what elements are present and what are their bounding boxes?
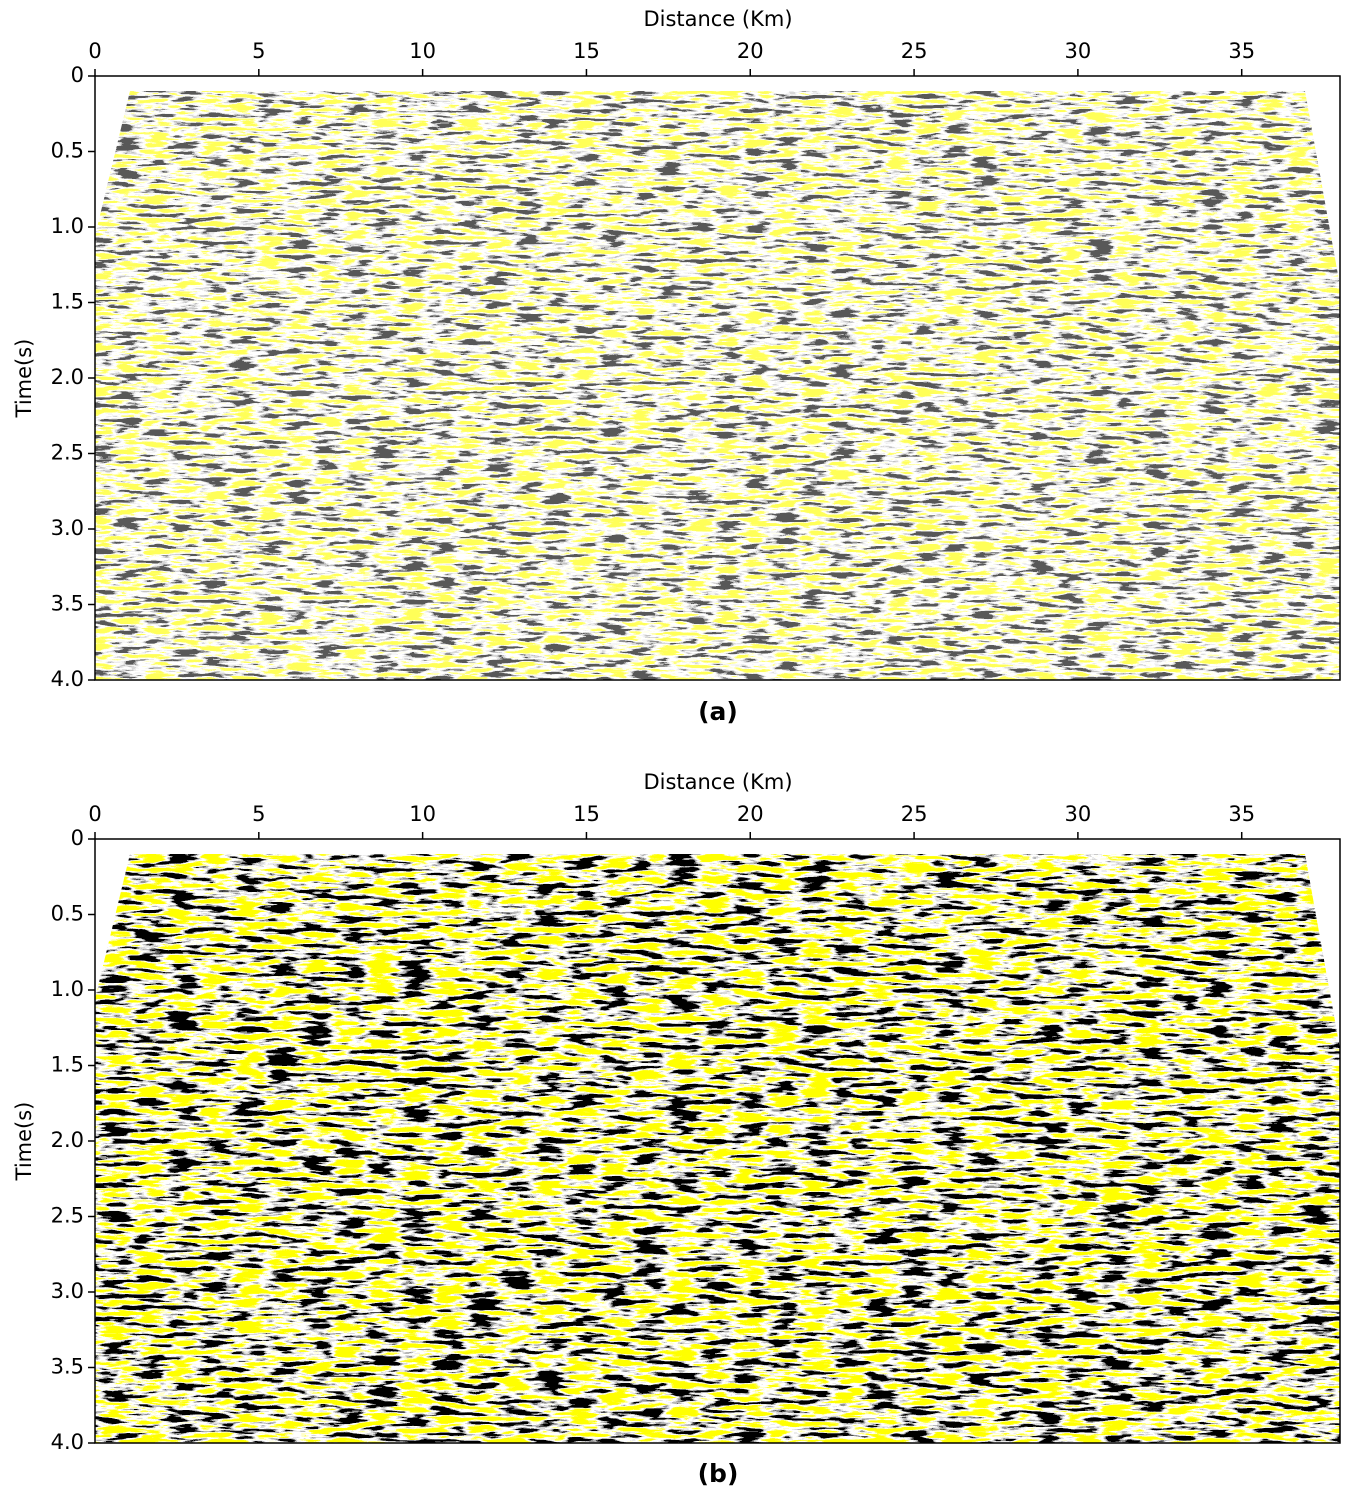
x-tick-label: 30 — [1065, 39, 1092, 63]
x-tick-label: 5 — [252, 802, 265, 826]
panel-caption: (b) — [698, 1459, 739, 1488]
y-axis-title: Time(s) — [12, 339, 36, 419]
x-tick-label: 15 — [573, 39, 600, 63]
y-tick-label: 2.0 — [51, 365, 84, 389]
y-tick-label: 0.5 — [51, 902, 84, 926]
y-tick-label: 2.5 — [51, 441, 84, 465]
y-tick-label: 2.5 — [51, 1204, 84, 1228]
y-axis-title: Time(s) — [12, 1102, 36, 1182]
seismic-image — [95, 76, 1340, 680]
x-tick-label: 5 — [252, 39, 265, 63]
panel: Distance (Km) 0 5 10 15 20 25 30 35 0 0.5 1.0 1.5 2.0… — [12, 770, 1341, 1488]
x-tick-label: 10 — [409, 39, 436, 63]
y-tick-label: 3.0 — [51, 1279, 84, 1303]
x-tick-label: 0 — [88, 802, 101, 826]
y-tick-label: 2.0 — [51, 1128, 84, 1152]
x-tick-label: 30 — [1065, 802, 1092, 826]
y-tick-label: 0 — [71, 826, 84, 850]
x-tick-label: 20 — [737, 802, 764, 826]
y-tick-label: 1.5 — [51, 290, 84, 314]
x-tick-label: 0 — [88, 39, 101, 63]
x-tick-label: 10 — [409, 802, 436, 826]
x-tick-label: 35 — [1228, 802, 1255, 826]
x-tick-label: 25 — [901, 802, 928, 826]
panel: Distance (Km) 0 5 10 15 20 25 30 35 0 0.5 1.0 1.5 2.0… — [12, 7, 1341, 726]
y-tick-label: 1.5 — [51, 1053, 84, 1077]
x-axis-title: Distance (Km) — [643, 7, 792, 31]
y-tick-label: 4.0 — [51, 1430, 84, 1454]
seismic-image — [95, 839, 1340, 1443]
y-tick-label: 3.0 — [51, 516, 84, 540]
y-tick-label: 3.5 — [51, 1355, 84, 1379]
x-axis-title: Distance (Km) — [643, 770, 792, 794]
y-tick-label: 0 — [71, 63, 84, 87]
x-tick-label: 25 — [901, 39, 928, 63]
y-tick-label: 4.0 — [51, 667, 84, 691]
panel-caption: (a) — [698, 697, 738, 726]
y-tick-label: 0.5 — [51, 139, 84, 163]
x-tick-label: 35 — [1228, 39, 1255, 63]
x-tick-label: 20 — [737, 39, 764, 63]
y-tick-label: 3.5 — [51, 592, 84, 616]
y-tick-label: 1.0 — [51, 214, 84, 238]
y-tick-label: 1.0 — [51, 977, 84, 1001]
x-tick-label: 15 — [573, 802, 600, 826]
